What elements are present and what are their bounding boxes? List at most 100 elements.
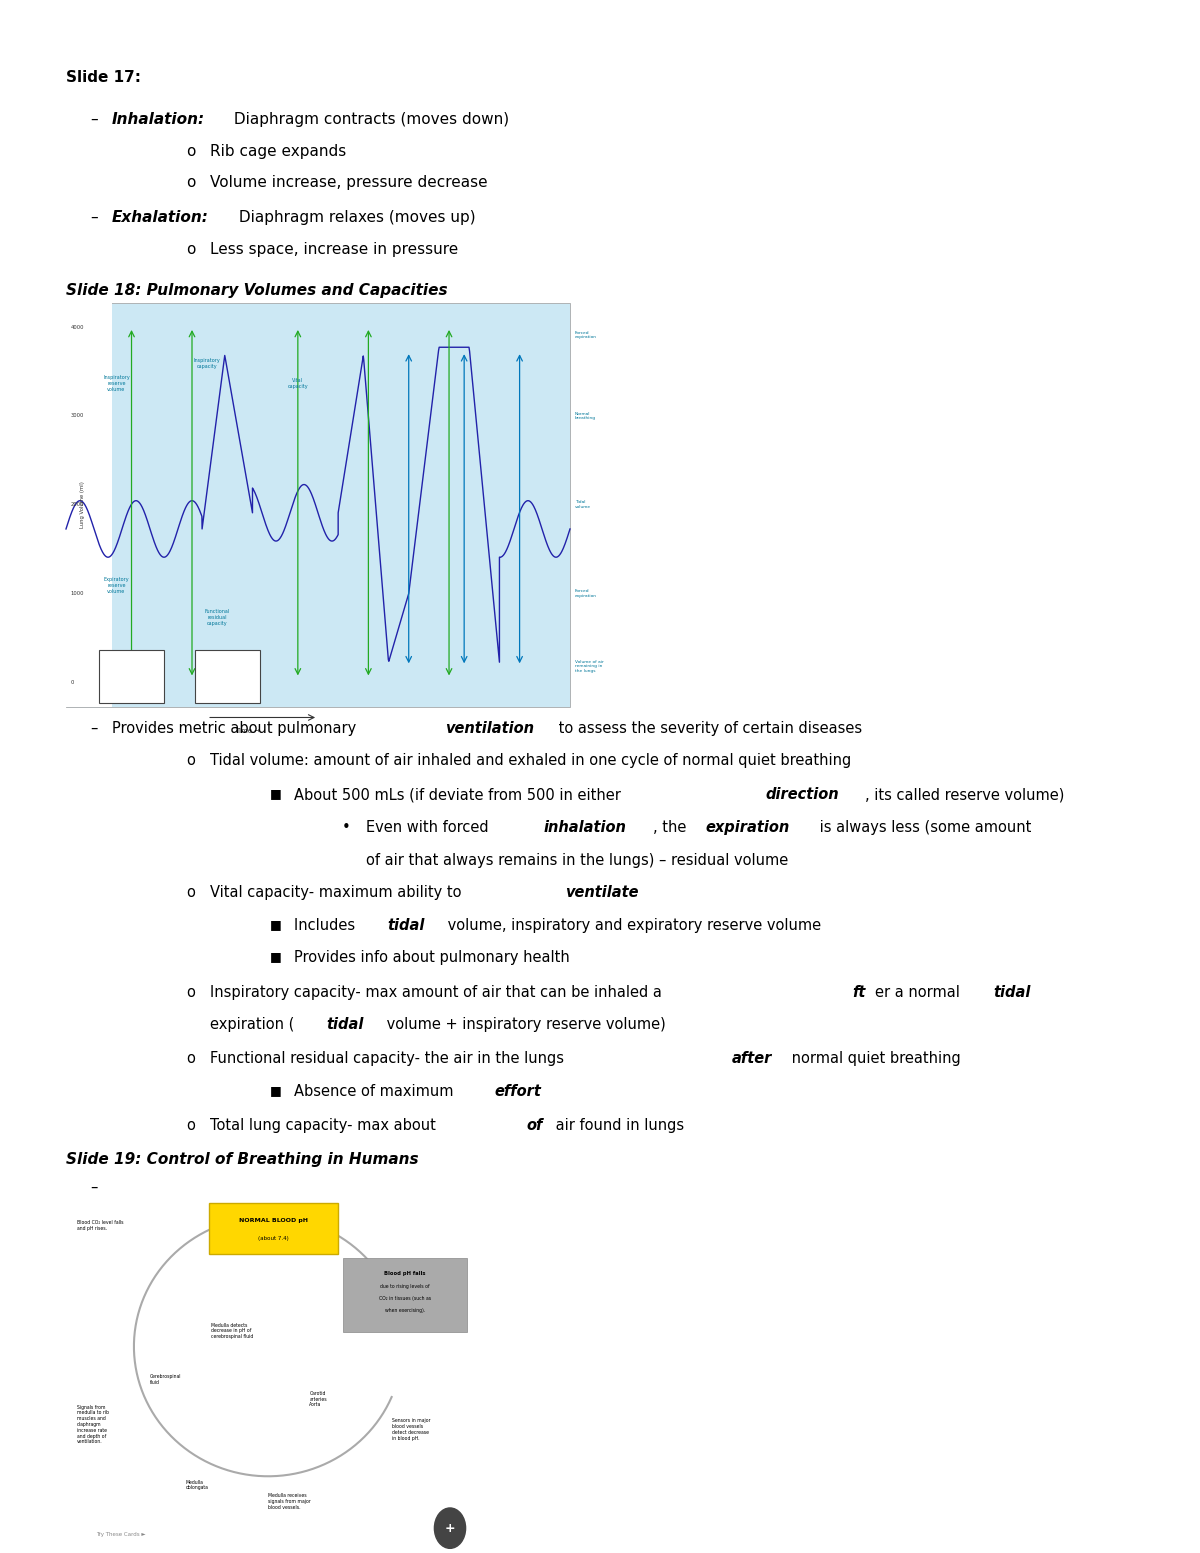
Text: Forced
expiration: Forced expiration	[575, 589, 598, 598]
Text: Vital capacity- maximum ability to: Vital capacity- maximum ability to	[210, 885, 466, 901]
Text: Slide 18: Pulmonary Volumes and Capacities: Slide 18: Pulmonary Volumes and Capaciti…	[66, 283, 448, 298]
Text: Tidal
volume: Tidal volume	[575, 500, 592, 509]
Text: , its called reserve volume): , its called reserve volume)	[865, 787, 1064, 803]
Text: of air that always remains in the lungs) – residual volume: of air that always remains in the lungs)…	[366, 853, 788, 868]
Text: ft: ft	[852, 985, 865, 1000]
Text: 3000: 3000	[71, 413, 84, 418]
Text: 4000: 4000	[71, 325, 84, 329]
Text: Volume increase, pressure decrease: Volume increase, pressure decrease	[210, 175, 487, 191]
Text: to assess the severity of certain diseases: to assess the severity of certain diseas…	[554, 721, 863, 736]
Text: Inspiratory capacity- max amount of air that can be inhaled a: Inspiratory capacity- max amount of air …	[210, 985, 662, 1000]
Text: Functional
residual
capacity: Functional residual capacity	[204, 609, 230, 626]
Text: Sensors in major
blood vessels
detect decrease
in blood pH.: Sensors in major blood vessels detect de…	[392, 1418, 431, 1441]
Text: is always less (some amount: is always less (some amount	[815, 820, 1031, 836]
Text: 1000: 1000	[71, 592, 84, 596]
Text: o: o	[186, 144, 196, 160]
FancyBboxPatch shape	[66, 303, 112, 707]
Text: Total lung capacity- max about: Total lung capacity- max about	[210, 1118, 440, 1134]
Text: –: –	[90, 721, 97, 736]
Text: due to rising levels of: due to rising levels of	[380, 1284, 430, 1289]
Text: Rib cage expands: Rib cage expands	[210, 144, 347, 160]
Text: Residual
volume: Residual volume	[101, 663, 121, 674]
Text: Inspiratory
reserve
volume: Inspiratory reserve volume	[103, 376, 130, 391]
Text: o: o	[186, 753, 194, 769]
Text: Inhalation:: Inhalation:	[112, 112, 205, 127]
Text: Provides info about pulmonary health: Provides info about pulmonary health	[294, 950, 570, 966]
Text: Medulla
oblongata: Medulla oblongata	[186, 1480, 209, 1491]
Text: Forced
expiration: Forced expiration	[575, 331, 598, 340]
Text: direction: direction	[766, 787, 839, 803]
Text: Try These Cards ►: Try These Cards ►	[96, 1533, 145, 1537]
FancyBboxPatch shape	[343, 1258, 467, 1332]
Text: ventilate: ventilate	[565, 885, 638, 901]
Text: Absence of maximum: Absence of maximum	[294, 1084, 458, 1100]
Text: 2000: 2000	[71, 502, 84, 508]
Text: o: o	[186, 242, 196, 258]
Bar	[98, 651, 164, 702]
Text: volume, inspiratory and expiratory reserve volume: volume, inspiratory and expiratory reser…	[443, 918, 821, 933]
Text: –: –	[90, 1180, 97, 1196]
Text: Less space, increase in pressure: Less space, increase in pressure	[210, 242, 458, 258]
Text: Cerebrospinal
fluid: Cerebrospinal fluid	[150, 1374, 181, 1385]
Text: ventilation: ventilation	[445, 721, 534, 736]
Text: Volume of air
remaining in
the lungs: Volume of air remaining in the lungs	[575, 660, 604, 672]
Text: when exercising).: when exercising).	[385, 1309, 425, 1314]
Text: Functional residual capacity- the air in the lungs: Functional residual capacity- the air in…	[210, 1051, 569, 1067]
Text: Provides metric about pulmonary: Provides metric about pulmonary	[112, 721, 360, 736]
Text: tidal: tidal	[388, 918, 425, 933]
Text: Medulla detects
decrease in pH of
cerebrospinal fluid: Medulla detects decrease in pH of cerebr…	[211, 1323, 253, 1339]
Text: Blood pH falls: Blood pH falls	[384, 1270, 426, 1277]
Text: –: –	[90, 112, 97, 127]
Text: Diaphragm contracts (moves down): Diaphragm contracts (moves down)	[229, 112, 509, 127]
Text: Normal
breathing: Normal breathing	[575, 412, 596, 421]
Text: ■: ■	[270, 918, 282, 930]
Text: ■: ■	[270, 1084, 282, 1096]
Text: o: o	[186, 175, 196, 191]
Text: Lung Volume (ml): Lung Volume (ml)	[80, 481, 85, 528]
Text: tidal: tidal	[994, 985, 1031, 1000]
FancyBboxPatch shape	[66, 303, 570, 707]
Text: Diaphragm relaxes (moves up): Diaphragm relaxes (moves up)	[234, 210, 475, 225]
Text: Medulla receives
signals from major
blood vessels.: Medulla receives signals from major bloo…	[268, 1494, 311, 1510]
Text: expiration: expiration	[706, 820, 790, 836]
Text: NORMAL BLOOD pH: NORMAL BLOOD pH	[239, 1218, 307, 1224]
Text: o: o	[186, 1051, 194, 1067]
Text: Expiratory
reserve
volume: Expiratory reserve volume	[103, 578, 130, 593]
Text: air found in lungs: air found in lungs	[551, 1118, 684, 1134]
Text: CO₂ in tissues (such as: CO₂ in tissues (such as	[379, 1297, 431, 1301]
Text: About 500 mLs (if deviate from 500 in either: About 500 mLs (if deviate from 500 in ei…	[294, 787, 625, 803]
Text: ■: ■	[270, 787, 282, 800]
Text: Carotid
arteries
Aorta: Carotid arteries Aorta	[310, 1391, 326, 1407]
Text: Includes: Includes	[294, 918, 360, 933]
Bar	[194, 651, 260, 702]
Text: normal quiet breathing: normal quiet breathing	[787, 1051, 961, 1067]
Text: Exhalation:: Exhalation:	[112, 210, 209, 225]
Circle shape	[434, 1508, 466, 1548]
Text: Time →: Time →	[235, 728, 260, 735]
Text: –: –	[90, 210, 97, 225]
Text: Inspiratory
capacity: Inspiratory capacity	[193, 359, 221, 368]
Text: volume + inspiratory reserve volume): volume + inspiratory reserve volume)	[382, 1017, 665, 1033]
Text: effort: effort	[494, 1084, 541, 1100]
Text: expiration (: expiration (	[210, 1017, 294, 1033]
Text: inhalation: inhalation	[544, 820, 626, 836]
Text: Vital
capacity: Vital capacity	[288, 379, 308, 388]
Text: Slide 17:: Slide 17:	[66, 70, 142, 85]
Text: , the: , the	[653, 820, 691, 836]
FancyBboxPatch shape	[209, 1204, 337, 1253]
Text: tidal: tidal	[326, 1017, 364, 1033]
Text: after: after	[732, 1051, 773, 1067]
Text: Slide 19: Control of Breathing in Humans: Slide 19: Control of Breathing in Humans	[66, 1152, 419, 1168]
Text: Signals from
medulla to rib
muscles and
diaphragm
increase rate
and depth of
ven: Signals from medulla to rib muscles and …	[77, 1404, 109, 1444]
Text: (about 7.4): (about 7.4)	[258, 1236, 289, 1241]
Text: ■: ■	[270, 950, 282, 963]
Text: •: •	[342, 820, 350, 836]
Text: o: o	[186, 985, 194, 1000]
Text: Blood CO₂ level falls
and pH rises.: Blood CO₂ level falls and pH rises.	[77, 1221, 124, 1232]
Text: 0: 0	[71, 680, 74, 685]
Text: o: o	[186, 885, 194, 901]
Text: o: o	[186, 1118, 194, 1134]
Text: of: of	[527, 1118, 544, 1134]
Text: Tidal volume: amount of air inhaled and exhaled in one cycle of normal quiet bre: Tidal volume: amount of air inhaled and …	[210, 753, 851, 769]
Text: er a normal: er a normal	[875, 985, 965, 1000]
